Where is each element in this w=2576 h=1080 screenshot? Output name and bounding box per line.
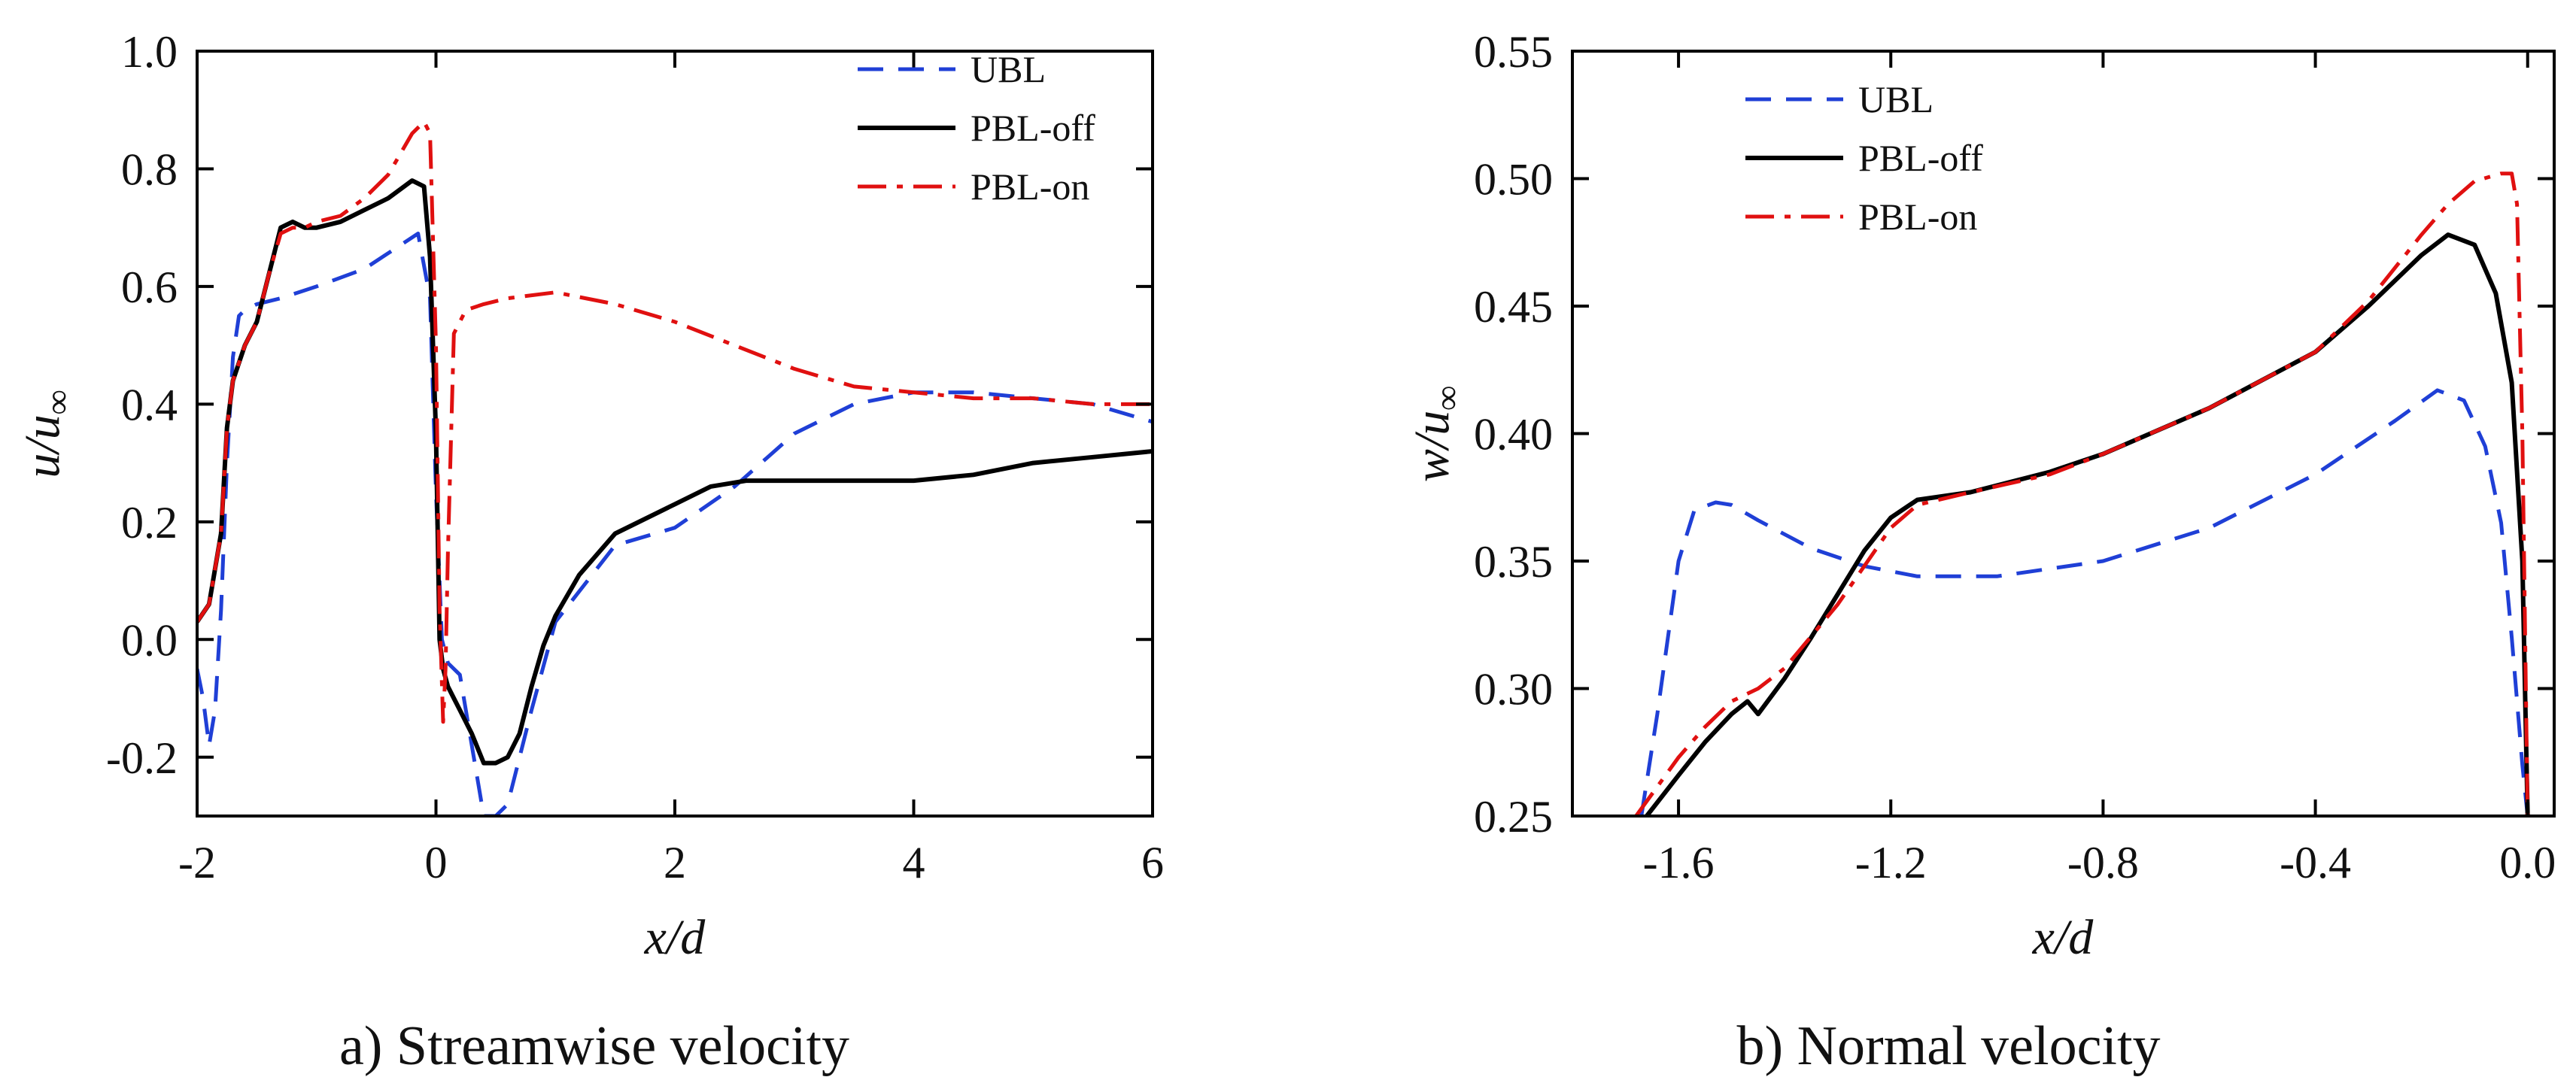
y-tick-label: 0.6	[121, 262, 178, 312]
legend-label-ubl: UBL	[971, 48, 1046, 90]
y-tick-label: 0.4	[121, 380, 178, 429]
y-tick-label: 0.55	[1474, 27, 1553, 77]
legend: UBL PBL-off PBL-on	[858, 48, 1095, 208]
y-tick-label: 0.50	[1474, 155, 1553, 205]
y-axis-title: u/u∞	[15, 390, 77, 478]
series-group	[1634, 171, 2530, 816]
legend-label-pbl-off: PBL-off	[1858, 137, 1983, 179]
y-tick-label: 0.35	[1474, 537, 1553, 587]
legend-label-pbl-on: PBL-on	[1858, 196, 1977, 238]
y-axis-title-main: u/u	[15, 414, 70, 478]
x-axis-title: x/d	[2032, 910, 2095, 965]
x-tick-label: 0	[425, 838, 448, 887]
y-tick-label: -0.2	[106, 733, 178, 783]
chart-streamwise-velocity: -2 0 2 4 6 -0.2 0.0 0.2 0.4 0.6 0.8 1.0 x/d u/u∞ UBL PB…	[15, 27, 1164, 965]
y-tick-label: 0.25	[1474, 792, 1553, 842]
y-axis-title-sub: ∞	[38, 390, 77, 414]
chart-normal-velocity: -1.6 -1.2 -0.8 -0.4 0.0 0.25 0.30 0.35 0.40 0.45 0…	[1405, 27, 2556, 965]
series-group	[197, 120, 1153, 816]
legend-label-ubl: UBL	[1858, 78, 1934, 120]
series-line-ubl	[197, 232, 1153, 816]
x-tick-label: 2	[664, 838, 686, 887]
y-axis-title-main: w/u	[1405, 411, 1460, 482]
series-line-pbl-on	[1634, 171, 2530, 816]
y-tick-label: 0.40	[1474, 410, 1553, 460]
series-line-ubl	[1639, 388, 2530, 816]
y-tick-label: 0.2	[121, 498, 178, 548]
x-tick-label: -1.2	[1855, 838, 1927, 887]
series-line-pbl-off	[197, 178, 1153, 766]
y-tick-label: 1.0	[121, 27, 178, 77]
y-tick-label: 0.30	[1474, 665, 1553, 714]
y-axis-title: w/u∞	[1405, 386, 1466, 482]
x-tick-label: -1.6	[1643, 838, 1715, 887]
legend-label-pbl-on: PBL-on	[971, 165, 1089, 208]
series-line-pbl-off	[1645, 232, 2530, 816]
caption-normal: b) Normal velocity	[1736, 1015, 2160, 1077]
series-line-pbl-on	[197, 120, 1153, 724]
legend-label-pbl-off: PBL-off	[971, 107, 1095, 149]
x-tick-label: -0.4	[2280, 838, 2351, 887]
y-tick-label: 0.8	[121, 144, 178, 194]
x-tick-label: -0.8	[2067, 838, 2139, 887]
x-tick-label: -2	[178, 838, 216, 887]
x-axis-title: x/d	[644, 910, 706, 965]
x-tick-label: 6	[1141, 838, 1164, 887]
caption-streamwise: a) Streamwise velocity	[339, 1015, 849, 1077]
x-tick-label: 0.0	[2499, 838, 2556, 887]
plot-frame	[1571, 50, 2556, 818]
y-tick-label: 0.45	[1474, 282, 1553, 332]
x-tick-label: 4	[903, 838, 925, 887]
y-tick-label: 0.0	[121, 615, 178, 665]
legend: UBL PBL-off PBL-on	[1745, 78, 1983, 238]
y-axis-title-sub: ∞	[1428, 386, 1466, 411]
